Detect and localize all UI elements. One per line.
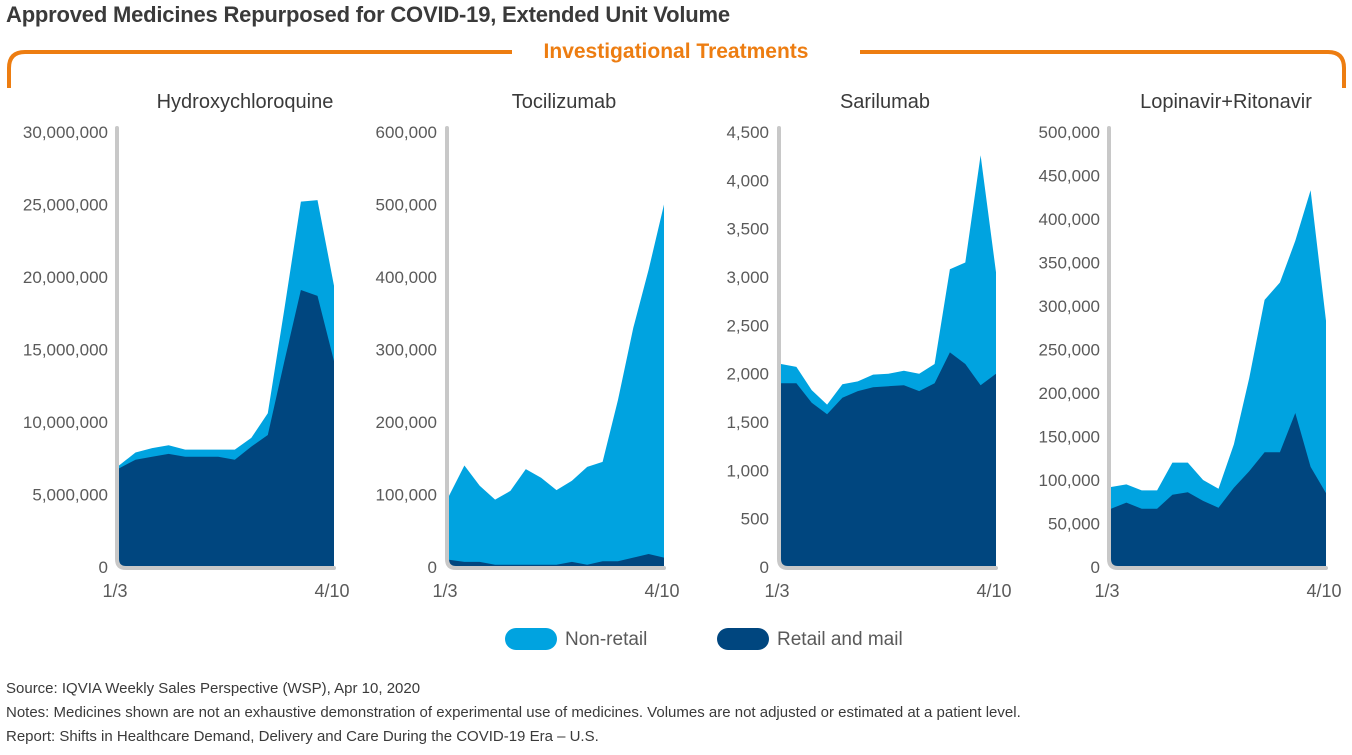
y-tick-label-lopinavir-ritonavir: 400,000 <box>1039 210 1100 229</box>
panel-title-lopinavir-ritonavir: Lopinavir+Ritonavir <box>1140 91 1312 113</box>
y-tick-label-hydroxychloroquine: 30,000,000 <box>23 123 108 142</box>
x-tick-label-end-tocilizumab: 4/10 <box>644 581 679 601</box>
area-retail-tocilizumab <box>449 554 664 567</box>
y-tick-label-sarilumab: 1,500 <box>726 413 769 432</box>
area-retail-sarilumab <box>781 352 996 567</box>
y-tick-label-sarilumab: 3,500 <box>726 220 769 239</box>
y-tick-label-lopinavir-ritonavir: 250,000 <box>1039 341 1100 360</box>
x-tick-label-end-sarilumab: 4/10 <box>976 581 1011 601</box>
x-tick-label-start-tocilizumab: 1/3 <box>432 581 457 601</box>
y-tick-label-tocilizumab: 500,000 <box>376 196 437 215</box>
x-tick-label-start-hydroxychloroquine: 1/3 <box>102 581 127 601</box>
y-tick-label-sarilumab: 2,000 <box>726 365 769 384</box>
y-tick-label-lopinavir-ritonavir: 50,000 <box>1048 515 1100 534</box>
y-tick-label-tocilizumab: 400,000 <box>376 268 437 287</box>
axis-sarilumab <box>777 126 998 570</box>
y-tick-label-hydroxychloroquine: 10,000,000 <box>23 413 108 432</box>
y-tick-label-lopinavir-ritonavir: 150,000 <box>1039 428 1100 447</box>
chart-title: Approved Medicines Repurposed for COVID-… <box>6 2 730 27</box>
y-tick-label-hydroxychloroquine: 25,000,000 <box>23 196 108 215</box>
bracket-left <box>7 50 512 88</box>
legend-label-non-retail: Non-retail <box>565 629 648 650</box>
footnote-source: Source: IQVIA Weekly Sales Perspective (… <box>6 680 421 697</box>
y-tick-label-sarilumab: 1,000 <box>726 461 769 480</box>
bracket-right <box>860 50 1346 88</box>
y-tick-label-sarilumab: 3,000 <box>726 268 769 287</box>
axis-lopinavir-ritonavir <box>1107 126 1328 570</box>
y-tick-label-hydroxychloroquine: 5,000,000 <box>32 486 108 505</box>
x-tick-label-end-hydroxychloroquine: 4/10 <box>314 581 349 601</box>
area-retail-lopinavir-ritonavir <box>1111 413 1326 567</box>
y-tick-label-sarilumab: 500 <box>741 510 769 529</box>
panel-title-tocilizumab: Tocilizumab <box>512 91 616 113</box>
panel-title-sarilumab: Sarilumab <box>840 91 930 113</box>
y-tick-label-lopinavir-ritonavir: 300,000 <box>1039 297 1100 316</box>
y-tick-label-tocilizumab: 600,000 <box>376 123 437 142</box>
y-tick-label-lopinavir-ritonavir: 450,000 <box>1039 167 1100 186</box>
axis-tocilizumab <box>445 126 666 570</box>
footnote-report: Report: Shifts in Healthcare Demand, Del… <box>6 728 599 745</box>
y-tick-label-sarilumab: 0 <box>760 558 769 577</box>
y-tick-label-tocilizumab: 200,000 <box>376 413 437 432</box>
y-tick-label-tocilizumab: 100,000 <box>376 486 437 505</box>
y-tick-label-sarilumab: 2,500 <box>726 316 769 335</box>
legend-swatch-retail <box>717 628 769 650</box>
y-tick-label-hydroxychloroquine: 0 <box>99 558 108 577</box>
x-tick-label-end-lopinavir-ritonavir: 4/10 <box>1306 581 1341 601</box>
axis-hydroxychloroquine <box>115 126 336 570</box>
legend-swatch-non-retail <box>505 628 557 650</box>
y-tick-label-tocilizumab: 0 <box>428 558 437 577</box>
y-tick-label-hydroxychloroquine: 15,000,000 <box>23 341 108 360</box>
y-tick-label-sarilumab: 4,000 <box>726 171 769 190</box>
y-tick-label-hydroxychloroquine: 20,000,000 <box>23 268 108 287</box>
legend-label-retail: Retail and mail <box>777 629 903 650</box>
y-tick-label-sarilumab: 4,500 <box>726 123 769 142</box>
y-tick-label-tocilizumab: 300,000 <box>376 341 437 360</box>
footnote-notes: Notes: Medicines shown are not an exhaus… <box>6 704 1021 721</box>
area-non-retail-tocilizumab <box>449 204 664 567</box>
y-tick-label-lopinavir-ritonavir: 200,000 <box>1039 384 1100 403</box>
area-retail-hydroxychloroquine <box>119 290 334 567</box>
y-tick-label-lopinavir-ritonavir: 100,000 <box>1039 471 1100 490</box>
y-tick-label-lopinavir-ritonavir: 500,000 <box>1039 123 1100 142</box>
y-tick-label-lopinavir-ritonavir: 0 <box>1091 558 1100 577</box>
y-tick-label-lopinavir-ritonavir: 350,000 <box>1039 254 1100 273</box>
panel-title-hydroxychloroquine: Hydroxychloroquine <box>157 91 334 113</box>
bracket-label: Investigational Treatments <box>543 40 809 63</box>
x-tick-label-start-lopinavir-ritonavir: 1/3 <box>1094 581 1119 601</box>
x-tick-label-start-sarilumab: 1/3 <box>764 581 789 601</box>
